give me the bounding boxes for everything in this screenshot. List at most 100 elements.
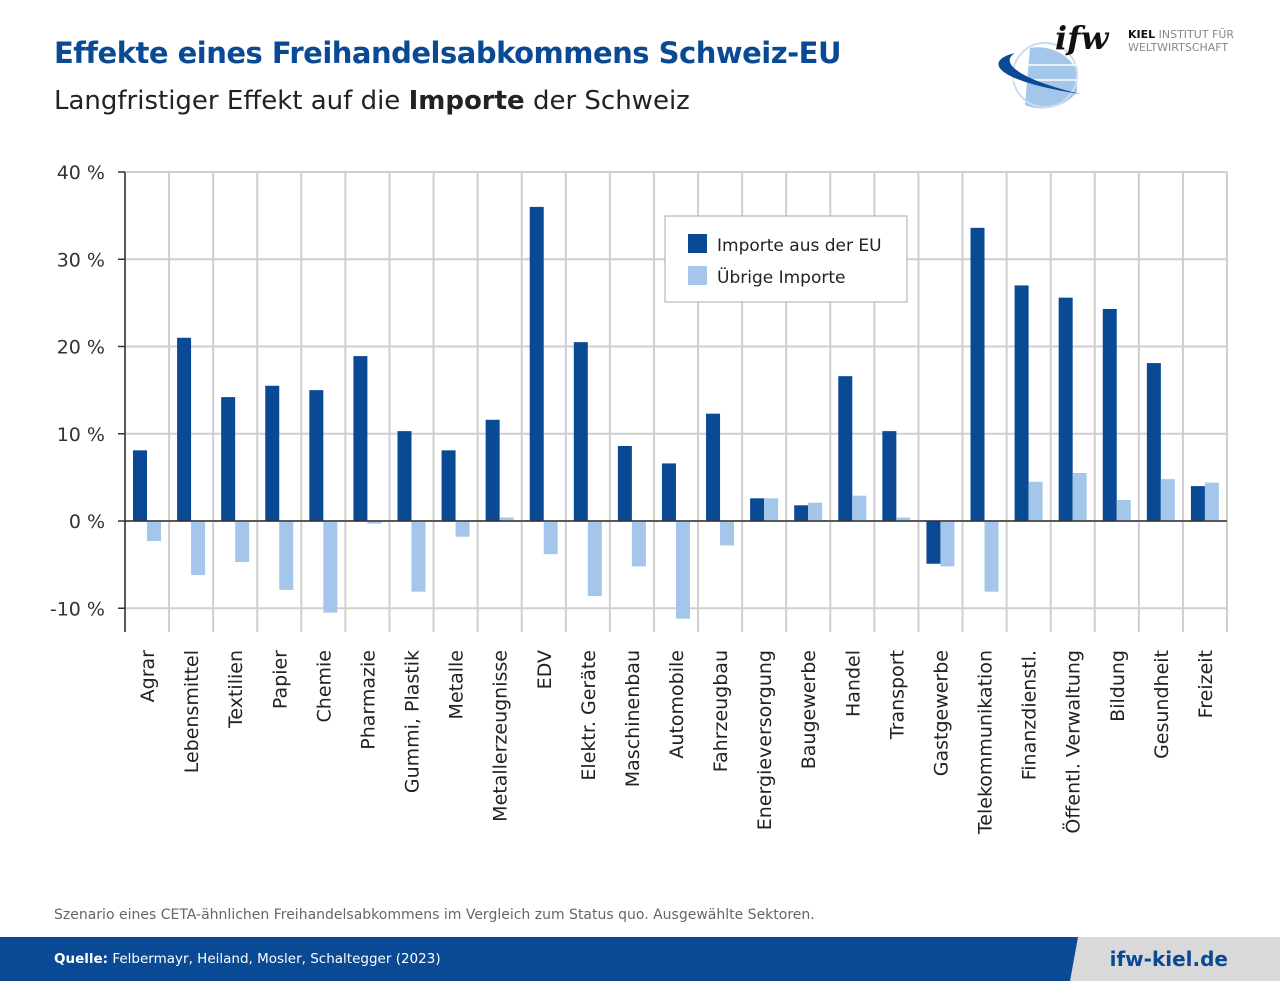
bar-eu-23	[1146, 363, 1161, 521]
globe-icon: ifw KIEL INSTITUT FÜR WELTWIRTSCHAFT	[998, 19, 1234, 109]
bar-other-16	[852, 495, 867, 521]
x-tick-label: Pharmazie	[357, 650, 379, 750]
bar-eu-7	[441, 450, 456, 521]
bar-eu-17	[882, 431, 897, 521]
bar-eu-0	[133, 450, 147, 521]
x-tick-label: Energieversorgung	[754, 650, 776, 830]
y-tick-label: 10 %	[57, 424, 105, 446]
x-tick-label: Öffentl. Verwaltung	[1062, 650, 1085, 834]
bar-eu-20	[1014, 285, 1029, 521]
bar-other-22	[1116, 500, 1131, 521]
x-tick-label: Gummi, Plastik	[402, 650, 424, 793]
bar-other-19	[984, 521, 999, 592]
bar-other-9	[543, 521, 558, 555]
ifw-logo: ifw KIEL INSTITUT FÜR WELTWIRTSCHAFT	[985, 19, 1235, 115]
bar-other-17	[896, 517, 911, 521]
bar-eu-19	[970, 227, 985, 521]
bar-eu-24	[1190, 486, 1205, 521]
legend-swatch-eu	[688, 234, 707, 253]
bar-eu-16	[838, 376, 853, 521]
legend-swatch-other	[688, 266, 707, 285]
x-tick-label: Telekommunikation	[975, 650, 997, 835]
legend: Importe aus der EU Übrige Importe	[664, 215, 908, 303]
subtitle-bold: Importe	[408, 86, 525, 116]
x-tick-label: Chemie	[313, 650, 335, 722]
x-tick-label: Metallerzeugnisse	[490, 650, 512, 822]
x-tick-label: Fahrzeugbau	[710, 650, 732, 772]
y-tick-label: 40 %	[57, 162, 105, 184]
x-tick-label: Elektr. Geräte	[578, 650, 600, 781]
x-tick-label: Transport	[886, 650, 908, 740]
legend-label-eu: Importe aus der EU	[717, 236, 882, 256]
x-tick-label: Automobile	[666, 650, 688, 759]
bar-eu-12	[661, 463, 676, 521]
bar-other-8	[499, 517, 514, 521]
bar-other-10	[587, 521, 602, 597]
x-tick-label: Agrar	[137, 650, 159, 703]
bar-eu-6	[397, 431, 412, 521]
footer-url-panel	[1070, 937, 1280, 981]
bar-eu-13	[706, 413, 721, 521]
x-tick-label: Metalle	[446, 650, 468, 719]
x-tick-label: Gastgewerbe	[930, 650, 952, 776]
x-tick-label: Baugewerbe	[798, 650, 820, 769]
bar-eu-14	[750, 498, 765, 521]
bar-other-24	[1204, 482, 1219, 521]
bar-other-7	[455, 521, 470, 537]
footer: Quelle: Felbermayr, Heiland, Mosler, Sch…	[0, 937, 1280, 981]
bar-eu-2	[221, 397, 236, 521]
bar-chart: -10 % 0 % 10 % 20 % 30 % 40 % Agrar Lebensmitt…	[50, 162, 1228, 835]
subtitle-pre: Langfristiger Effekt auf die	[54, 86, 409, 116]
website-link[interactable]: ifw-kiel.de	[1109, 947, 1228, 971]
bar-other-21	[1072, 473, 1087, 521]
x-tick-label: EDV	[534, 650, 556, 689]
svg-text:ifw: ifw	[1055, 20, 1110, 57]
bar-other-20	[1028, 481, 1043, 521]
bar-other-13	[720, 521, 735, 546]
y-tick-label: 20 %	[57, 337, 105, 359]
bar-eu-9	[529, 206, 544, 521]
bar-other-1	[191, 521, 206, 576]
bar-eu-18	[926, 521, 941, 564]
bar-other-15	[808, 502, 823, 521]
bar-eu-5	[353, 356, 368, 521]
bar-other-6	[411, 521, 426, 592]
x-tick-label: Handel	[842, 650, 864, 717]
x-tick-label: Maschinenbau	[622, 650, 644, 787]
svg-text:WELTWIRTSCHAFT: WELTWIRTSCHAFT	[1128, 41, 1228, 54]
bar-eu-11	[617, 445, 632, 521]
subtitle-post: der Schweiz	[524, 86, 690, 116]
bar-other-12	[675, 521, 690, 619]
bar-eu-22	[1102, 308, 1117, 521]
svg-text:KIEL INSTITUT FÜR: KIEL INSTITUT FÜR	[1128, 28, 1234, 41]
x-tick-label: Bildung	[1107, 650, 1129, 722]
x-tick-label: Textilien	[225, 650, 247, 729]
bar-other-18	[940, 521, 955, 567]
bar-other-11	[631, 521, 646, 567]
y-tick-label: -10 %	[50, 598, 105, 620]
bar-other-4	[323, 521, 338, 613]
chart-subtitle: Langfristiger Effekt auf die Importe der…	[54, 86, 690, 116]
bar-eu-4	[309, 390, 324, 521]
bar-eu-15	[794, 505, 809, 521]
x-tick-label: Lebensmittel	[181, 650, 203, 773]
chart-title: Effekte eines Freihandelsabkommens Schwe…	[54, 36, 842, 70]
legend-box	[664, 215, 908, 303]
y-tick-label: 30 %	[57, 249, 105, 271]
bar-other-14	[764, 498, 779, 521]
footnote: Szenario eines CETA-ähnlichen Freihandel…	[54, 907, 815, 923]
source: Quelle: Felbermayr, Heiland, Mosler, Sch…	[54, 951, 441, 967]
bar-other-2	[235, 521, 250, 563]
y-tick-label: 0 %	[69, 511, 105, 533]
bar-eu-1	[177, 337, 192, 521]
bar-other-23	[1160, 479, 1175, 521]
source-text: Felbermayr, Heiland, Mosler, Schaltegger…	[108, 951, 441, 967]
bar-eu-8	[485, 419, 500, 521]
bar-eu-21	[1058, 297, 1073, 521]
x-tick-label: Finanzdienstl.	[1019, 650, 1041, 780]
x-tick-label: Freizeit	[1195, 650, 1217, 718]
source-label: Quelle:	[54, 951, 109, 967]
legend-label-other: Übrige Importe	[717, 266, 845, 288]
x-tick-label: Gesundheit	[1151, 650, 1173, 759]
x-tick-label: Papier	[269, 650, 291, 709]
